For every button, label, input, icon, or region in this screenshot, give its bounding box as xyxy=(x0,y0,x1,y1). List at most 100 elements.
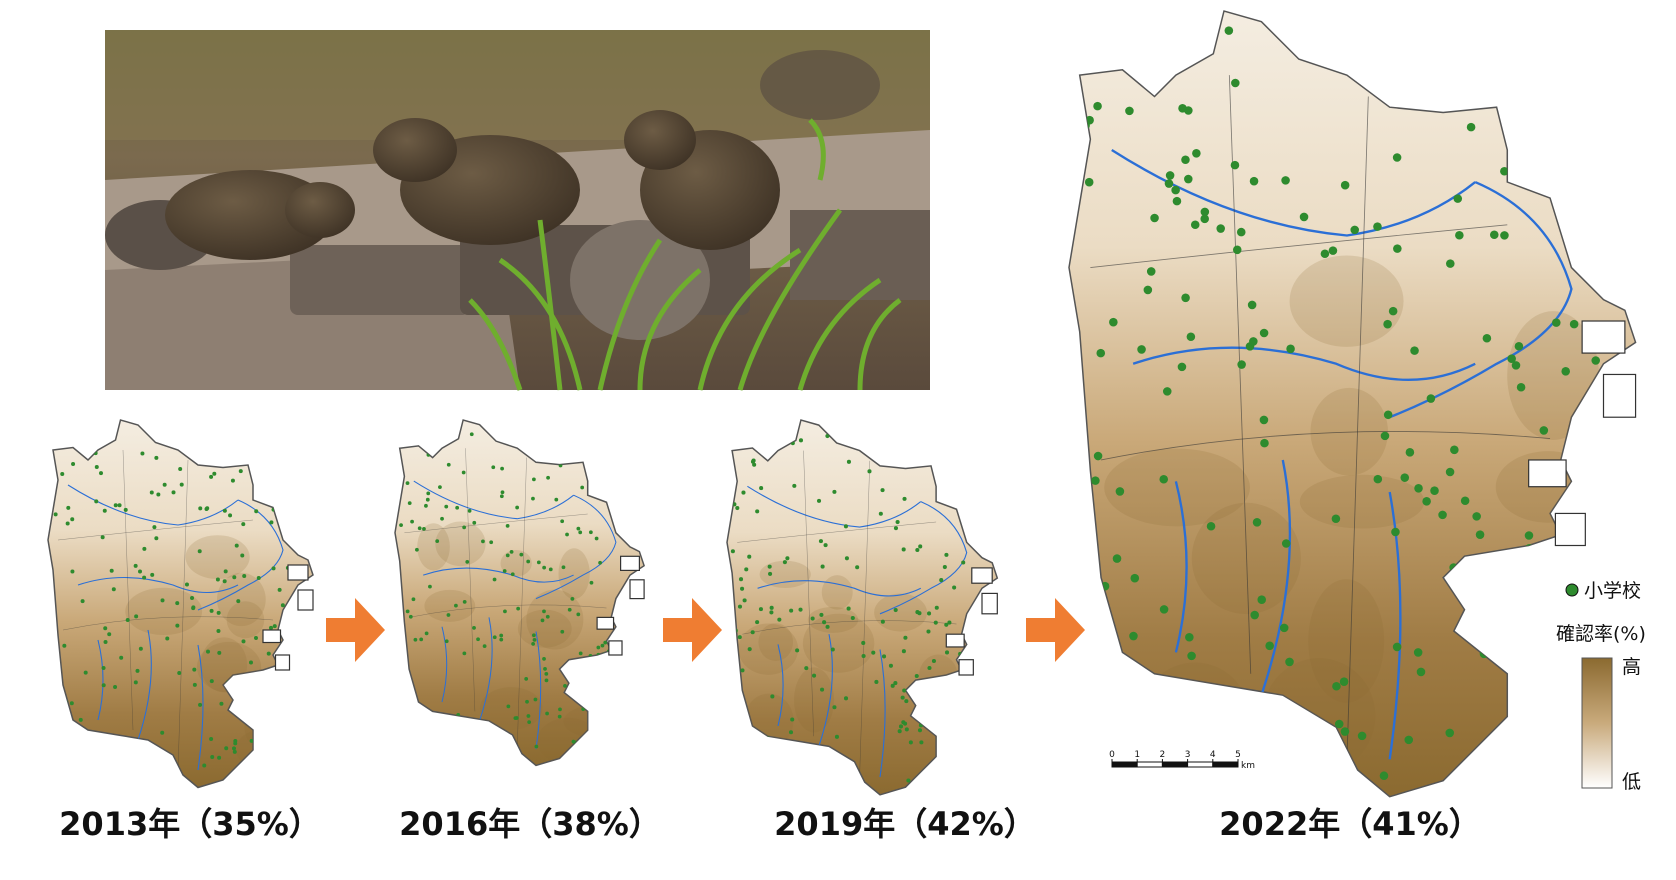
school-dot xyxy=(435,539,440,543)
river xyxy=(879,649,886,778)
school-dot xyxy=(136,740,141,745)
school-dot xyxy=(1466,122,1476,132)
school-dot xyxy=(824,756,830,761)
landfill xyxy=(297,589,314,611)
school-dot xyxy=(980,497,985,502)
school-dot xyxy=(788,730,794,735)
school-dot xyxy=(426,491,431,496)
school-dot xyxy=(103,639,108,644)
school-dot xyxy=(1186,332,1196,342)
school-dot xyxy=(1383,319,1392,329)
school-dot xyxy=(1164,179,1174,188)
school-dot xyxy=(205,506,210,511)
district-border xyxy=(62,616,274,631)
school-dot xyxy=(563,754,568,759)
district-border xyxy=(177,459,189,771)
school-dot xyxy=(444,639,449,644)
school-dot xyxy=(1230,160,1240,170)
school-dot xyxy=(500,490,505,495)
density-patch xyxy=(821,575,853,610)
school-dot xyxy=(476,637,480,642)
school-dot xyxy=(782,560,787,565)
school-dot xyxy=(1516,382,1526,392)
school-dot xyxy=(861,654,866,659)
school-dot xyxy=(123,507,128,512)
school-dot xyxy=(51,751,56,756)
school-dot xyxy=(399,523,403,527)
school-dot xyxy=(1187,651,1196,661)
school-dot xyxy=(1171,185,1180,195)
school-dot xyxy=(202,763,207,768)
school-dot xyxy=(256,575,261,580)
school-dot xyxy=(233,741,238,746)
school-dot xyxy=(1126,701,1135,710)
school-dot xyxy=(197,549,202,554)
school-dot xyxy=(790,717,795,722)
school-dot xyxy=(1416,667,1426,677)
school-dot xyxy=(175,601,180,606)
school-dot xyxy=(252,460,257,465)
school-dot xyxy=(277,441,282,446)
density-patch xyxy=(479,687,543,730)
school-dot xyxy=(53,512,58,517)
school-dot xyxy=(178,466,183,471)
school-dot xyxy=(300,502,305,507)
school-dot xyxy=(1410,346,1419,355)
school-dot xyxy=(893,526,899,531)
school-dot xyxy=(738,577,744,582)
school-dot xyxy=(98,771,103,776)
school-dot xyxy=(222,579,227,584)
school-dot xyxy=(109,755,114,760)
school-dot xyxy=(844,556,849,561)
school-dot xyxy=(1257,595,1266,604)
school-dot xyxy=(419,637,424,642)
landfill xyxy=(958,659,974,676)
school-dot xyxy=(1507,778,1516,787)
school-dot xyxy=(517,427,521,432)
school-dot xyxy=(438,485,442,489)
school-dot xyxy=(1260,438,1269,448)
school-dot xyxy=(744,567,749,572)
school-dot xyxy=(1591,356,1601,365)
school-dot xyxy=(472,520,477,525)
school-dot xyxy=(578,676,583,680)
school-dot xyxy=(443,430,448,435)
school-dot xyxy=(52,425,57,430)
school-dot xyxy=(972,437,977,442)
school-dot xyxy=(424,503,428,508)
school-dot xyxy=(871,650,876,655)
landfill xyxy=(1528,459,1567,488)
school-dot xyxy=(963,691,969,696)
school-dot xyxy=(553,457,557,462)
school-dot xyxy=(846,606,851,611)
school-dot xyxy=(847,784,852,790)
school-dot xyxy=(1299,212,1309,222)
school-dot xyxy=(974,667,979,672)
school-dot xyxy=(1561,367,1570,376)
school-dot xyxy=(545,614,550,619)
school-dot xyxy=(191,605,196,610)
school-dot xyxy=(969,676,974,681)
school-dot xyxy=(820,564,825,569)
school-dot xyxy=(1545,125,1554,135)
school-dot xyxy=(878,511,883,516)
school-dot xyxy=(740,668,745,673)
school-dot xyxy=(548,567,553,572)
school-dot xyxy=(70,517,75,522)
school-dot xyxy=(974,754,979,759)
school-dot xyxy=(1281,176,1290,185)
school-dot xyxy=(175,623,180,628)
school-dot xyxy=(424,631,429,636)
school-dot xyxy=(482,752,486,756)
school-dot xyxy=(455,505,460,510)
density-patch xyxy=(759,560,811,589)
school-dot xyxy=(730,614,735,619)
district-border xyxy=(404,513,588,533)
school-dot xyxy=(290,774,295,779)
school-dot xyxy=(890,683,895,688)
school-dot xyxy=(764,738,769,743)
landfill xyxy=(262,629,282,644)
density-patch xyxy=(226,601,265,639)
